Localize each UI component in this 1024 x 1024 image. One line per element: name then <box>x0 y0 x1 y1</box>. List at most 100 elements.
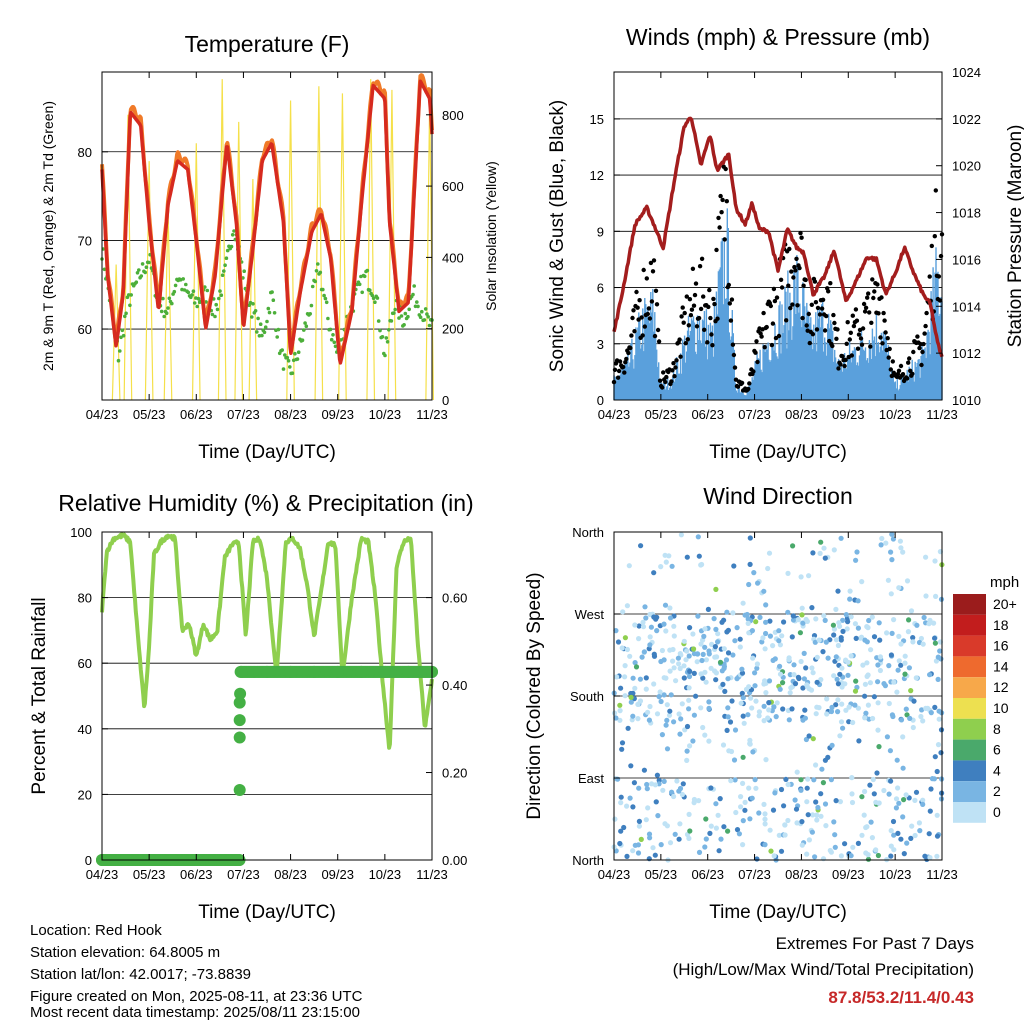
precip-point <box>308 665 321 678</box>
direction-point <box>904 578 911 584</box>
dewpoint-point <box>403 311 408 316</box>
dewpoint-point <box>281 367 286 371</box>
direction-point <box>923 554 929 560</box>
direction-point <box>853 678 859 684</box>
direction-point <box>814 679 820 685</box>
x-tick-label: 05/23 <box>133 867 166 882</box>
gust-point <box>769 342 775 348</box>
direction-point <box>671 623 677 629</box>
direction-point <box>910 635 916 641</box>
direction-point <box>800 685 806 691</box>
gust-point <box>664 374 669 380</box>
gust-point <box>938 253 944 259</box>
legend-label: 8 <box>993 721 1001 737</box>
direction-point <box>630 804 636 810</box>
direction-point <box>883 540 889 546</box>
direction-point <box>658 842 664 848</box>
direction-point <box>662 602 669 608</box>
gust-point <box>799 235 804 240</box>
gust-point <box>683 341 688 346</box>
dewpoint-point <box>378 328 382 333</box>
direction-point <box>666 712 673 718</box>
direction-point <box>702 626 708 632</box>
direction-point <box>619 740 626 746</box>
direction-point <box>849 791 855 797</box>
direction-point <box>618 800 624 806</box>
gust-point <box>778 277 784 282</box>
dewpoint-point <box>162 314 166 319</box>
direction-point <box>902 660 908 666</box>
direction-point <box>658 564 664 570</box>
direction-point <box>763 619 769 625</box>
dewpoint-point <box>385 340 390 344</box>
direction-point <box>763 602 769 608</box>
direction-point <box>809 605 815 611</box>
precip-point <box>378 665 391 678</box>
direction-point <box>700 675 706 681</box>
direction-point <box>884 630 890 636</box>
direction-point <box>910 639 916 645</box>
direction-point <box>687 668 693 675</box>
direction-point <box>700 651 706 658</box>
dewpoint-point <box>416 304 420 309</box>
direction-point <box>761 703 767 709</box>
direction-point <box>650 845 656 851</box>
direction-point <box>719 619 725 625</box>
direction-point <box>703 679 709 685</box>
dewpoint-point <box>357 282 362 287</box>
direction-point <box>904 712 910 718</box>
direction-point <box>893 796 900 802</box>
direction-point <box>920 801 926 808</box>
legend-swatch <box>953 781 986 802</box>
direction-point <box>738 700 744 706</box>
direction-point <box>727 719 734 725</box>
direction-point <box>928 786 934 792</box>
gust-point <box>629 333 634 338</box>
gust-point <box>612 367 618 372</box>
direction-point <box>805 812 811 818</box>
dewpoint-point <box>427 323 432 328</box>
direction-point <box>791 662 797 668</box>
direction-point <box>806 573 812 579</box>
x-tick-label: 04/23 <box>598 867 631 882</box>
direction-point <box>822 555 828 561</box>
gust-point <box>870 277 875 282</box>
dewpoint-point <box>326 316 330 321</box>
direction-point <box>632 660 638 666</box>
dewpoint-point <box>308 312 313 316</box>
gust-point <box>671 361 676 366</box>
direction-point <box>615 776 621 782</box>
direction-point <box>691 796 698 803</box>
direction-point <box>921 614 927 621</box>
direction-point <box>766 678 773 684</box>
humidity-panel: Relative Humidity (%) & Precipitation (i… <box>29 490 474 923</box>
direction-point <box>863 824 869 831</box>
direction-point <box>679 701 685 707</box>
direction-point <box>809 829 816 835</box>
gust-point <box>686 323 691 328</box>
x-tick-label: 06/23 <box>180 407 213 422</box>
direction-point <box>822 617 828 624</box>
direction-point <box>671 793 677 800</box>
direction-point <box>799 612 805 618</box>
direction-point <box>643 686 649 692</box>
direction-point <box>687 625 693 631</box>
direction-tick-label: North <box>572 853 604 868</box>
gust-point <box>655 327 661 333</box>
direction-point <box>828 708 835 715</box>
direction-point <box>799 605 805 611</box>
dewpoint-point <box>302 328 306 332</box>
gust-point <box>771 286 777 292</box>
dewpoint-point <box>384 336 389 340</box>
gust-point <box>819 306 825 311</box>
direction-point <box>906 665 913 671</box>
y2-tick-label: 0.00 <box>442 853 467 868</box>
direction-point <box>706 699 712 705</box>
dewpoint-point <box>272 311 277 315</box>
direction-point <box>862 681 869 687</box>
gust-point <box>705 340 710 345</box>
direction-point <box>888 652 895 658</box>
direction-point <box>695 613 701 619</box>
gust-point <box>856 332 862 337</box>
direction-point <box>847 596 853 602</box>
